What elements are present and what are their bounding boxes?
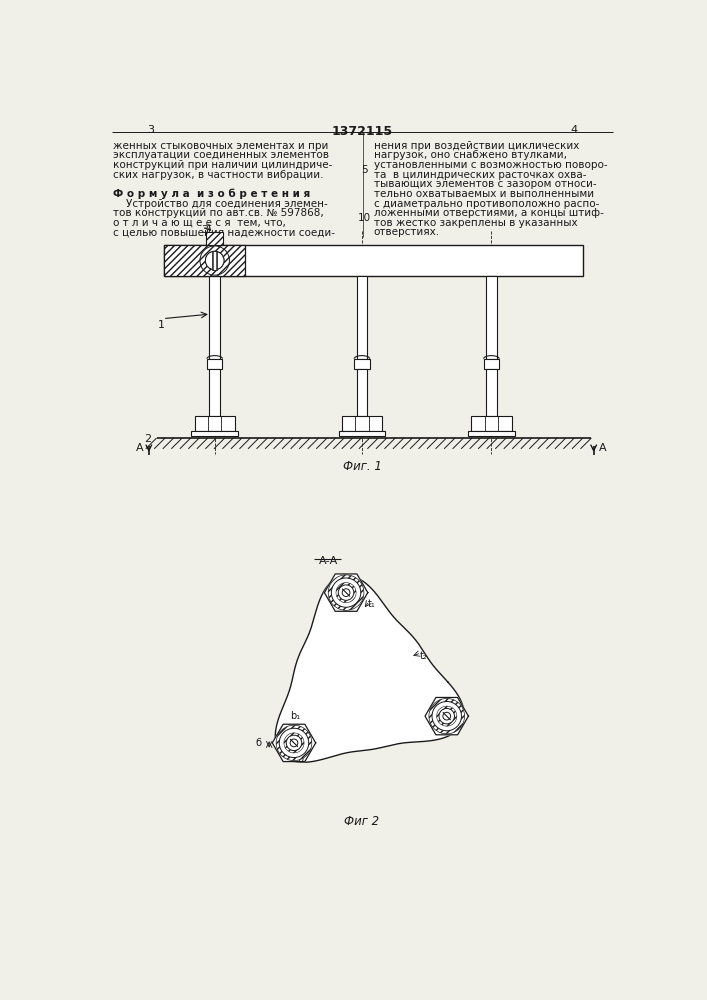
Circle shape bbox=[342, 589, 350, 596]
Bar bbox=[339, 431, 385, 436]
Bar bbox=[209, 276, 220, 359]
Wedge shape bbox=[437, 706, 457, 726]
Text: t₂: t₂ bbox=[420, 651, 428, 661]
Text: 3: 3 bbox=[147, 125, 154, 135]
Polygon shape bbox=[275, 576, 464, 762]
Text: b₁: b₁ bbox=[290, 711, 300, 721]
Text: 4: 4 bbox=[571, 125, 578, 135]
Bar bbox=[207, 359, 223, 369]
Text: установленными с возможностью поворо-: установленными с возможностью поворо- bbox=[373, 160, 607, 170]
Text: А: А bbox=[599, 443, 607, 453]
Text: нения при воздействии циклических: нения при воздействии циклических bbox=[373, 141, 579, 151]
Bar bbox=[472, 416, 512, 431]
Text: женных стыковочных элементах и при: женных стыковочных элементах и при bbox=[113, 141, 329, 151]
Text: Устройство для соединения элемен-: Устройство для соединения элемен- bbox=[113, 199, 328, 209]
Bar bbox=[484, 359, 499, 369]
Bar bbox=[164, 245, 583, 276]
Wedge shape bbox=[328, 575, 364, 610]
Circle shape bbox=[443, 712, 450, 720]
Text: эксплуатации соединенных элементов: эксплуатации соединенных элементов bbox=[113, 150, 329, 160]
Text: А: А bbox=[136, 443, 144, 453]
Text: б: б bbox=[255, 738, 262, 748]
Text: тов жестко закреплены в указанных: тов жестко закреплены в указанных bbox=[373, 218, 577, 228]
Text: отверстиях.: отверстиях. bbox=[373, 227, 440, 237]
Text: с диаметрально противоположно распо-: с диаметрально противоположно распо- bbox=[373, 199, 599, 209]
Circle shape bbox=[432, 702, 462, 731]
Text: 10: 10 bbox=[358, 213, 371, 223]
Text: 2: 2 bbox=[144, 434, 151, 444]
Text: 1: 1 bbox=[296, 731, 302, 741]
Text: Фиг 2: Фиг 2 bbox=[344, 815, 380, 828]
Wedge shape bbox=[276, 725, 312, 761]
Wedge shape bbox=[429, 698, 464, 734]
Wedge shape bbox=[200, 246, 230, 275]
Wedge shape bbox=[336, 583, 356, 603]
Text: ских нагрузок, в частности вибрации.: ских нагрузок, в частности вибрации. bbox=[113, 170, 324, 180]
Circle shape bbox=[339, 585, 354, 600]
Polygon shape bbox=[325, 574, 368, 611]
Polygon shape bbox=[272, 724, 316, 762]
Bar bbox=[468, 431, 515, 436]
Bar bbox=[212, 251, 218, 270]
Bar bbox=[164, 245, 245, 276]
Bar bbox=[194, 416, 235, 431]
Circle shape bbox=[206, 251, 224, 270]
Text: та  в цилиндрических расточках охва-: та в цилиндрических расточках охва- bbox=[373, 170, 586, 180]
Text: нагрузок, оно снабжено втулками,: нагрузок, оно снабжено втулками, bbox=[373, 150, 566, 160]
Circle shape bbox=[286, 735, 302, 751]
Text: тельно охватываемых и выполненными: тельно охватываемых и выполненными bbox=[373, 189, 594, 199]
Text: 2: 2 bbox=[305, 738, 311, 748]
Text: 3: 3 bbox=[201, 225, 209, 235]
Text: 1372115: 1372115 bbox=[332, 125, 392, 138]
Bar bbox=[192, 431, 238, 436]
Text: 1: 1 bbox=[158, 320, 165, 330]
Bar bbox=[209, 369, 220, 416]
Wedge shape bbox=[284, 733, 304, 753]
Circle shape bbox=[279, 728, 309, 758]
Text: тывающих элементов с зазором относи-: тывающих элементов с зазором относи- bbox=[373, 179, 596, 189]
Bar bbox=[356, 369, 368, 416]
Bar bbox=[486, 369, 497, 416]
Text: 5: 5 bbox=[361, 165, 368, 175]
Circle shape bbox=[290, 739, 298, 747]
Bar bbox=[341, 416, 382, 431]
Text: конструкций при наличии цилиндриче-: конструкций при наличии цилиндриче- bbox=[113, 160, 332, 170]
Text: А-А: А-А bbox=[320, 556, 339, 566]
Text: б: б bbox=[298, 754, 304, 764]
Bar bbox=[206, 232, 223, 245]
Circle shape bbox=[332, 578, 361, 607]
Text: Фиг. 1: Фиг. 1 bbox=[342, 460, 381, 473]
Polygon shape bbox=[425, 697, 469, 735]
Text: тов конструкций по авт.св. № 597868,: тов конструкций по авт.св. № 597868, bbox=[113, 208, 324, 218]
Bar bbox=[354, 359, 370, 369]
Text: с целью повышения надежности соеди-: с целью повышения надежности соеди- bbox=[113, 227, 335, 237]
Circle shape bbox=[439, 708, 455, 724]
Text: Ф о р м у л а  и з о б р е т е н и я: Ф о р м у л а и з о б р е т е н и я bbox=[113, 189, 310, 199]
Bar bbox=[486, 276, 497, 359]
Text: о т л и ч а ю щ е е с я  тем, что,: о т л и ч а ю щ е е с я тем, что, bbox=[113, 218, 286, 228]
Bar bbox=[356, 276, 368, 359]
Text: ложенными отверстиями, а концы штиф-: ложенными отверстиями, а концы штиф- bbox=[373, 208, 604, 218]
Text: t₁: t₁ bbox=[368, 599, 375, 609]
